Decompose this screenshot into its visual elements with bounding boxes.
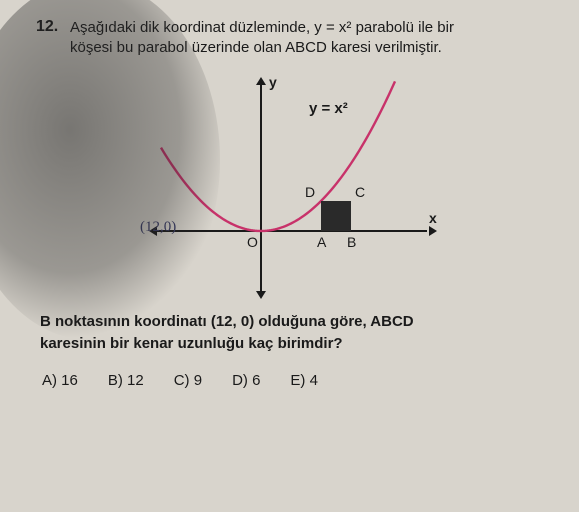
- svg-text:O: O: [247, 234, 258, 250]
- question-number: 12.: [36, 18, 60, 59]
- svg-text:A: A: [317, 234, 327, 250]
- question-header: 12. Aşağıdaki dik koordinat düzleminde, …: [36, 18, 549, 59]
- choice-c[interactable]: C) 9: [174, 372, 202, 389]
- handwritten-coord: (12,0): [140, 219, 176, 236]
- sub-question-line2: karesinin bir kenar uzunluğu kaç birimdi…: [40, 335, 343, 352]
- svg-text:C: C: [355, 184, 365, 200]
- svg-text:D: D: [305, 184, 315, 200]
- question-text: Aşağıdaki dik koordinat düzleminde, y = …: [70, 18, 454, 59]
- answer-choices: A) 16 B) 12 C) 9 D) 6 E) 4: [42, 372, 549, 389]
- choice-e[interactable]: E) 4: [290, 372, 318, 389]
- svg-text:y: y: [269, 74, 277, 90]
- question-line2: köşesi bu parabol üzerinde olan ABCD kar…: [70, 39, 442, 56]
- sub-question: B noktasının koordinatı (12, 0) olduğuna…: [40, 311, 545, 356]
- parabola-square-diagram: y x O A B D Cy = x²: [143, 71, 443, 301]
- choice-b[interactable]: B) 12: [108, 372, 144, 389]
- svg-text:x: x: [429, 210, 437, 226]
- question-line1: Aşağıdaki dik koordinat düzleminde, y = …: [70, 19, 454, 36]
- sub-question-line1: B noktasının koordinatı (12, 0) olduğuna…: [40, 313, 414, 330]
- choice-d[interactable]: D) 6: [232, 372, 260, 389]
- svg-text:B: B: [347, 234, 356, 250]
- figure-container: y x O A B D Cy = x²: [36, 71, 549, 301]
- choice-a[interactable]: A) 16: [42, 372, 78, 389]
- svg-text:y = x²: y = x²: [309, 100, 348, 117]
